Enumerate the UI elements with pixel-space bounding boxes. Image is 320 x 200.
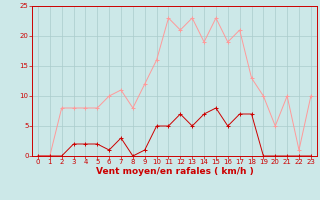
X-axis label: Vent moyen/en rafales ( km/h ): Vent moyen/en rafales ( km/h ): [96, 167, 253, 176]
